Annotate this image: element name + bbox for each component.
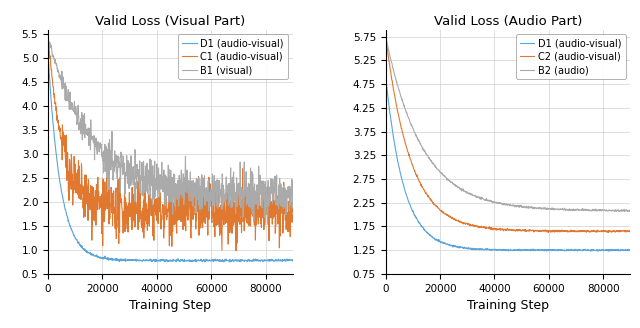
C1 (audio-visual) xyxy=(255,189,263,193)
Legend: D1 (audio-visual), C1 (audio-visual), B1 (visual): D1 (audio-visual), C1 (audio-visual), B1… xyxy=(178,34,288,79)
C1 (audio-visual) xyxy=(148,220,156,224)
C2 (audio-visual) xyxy=(627,230,634,234)
B2 (audio) xyxy=(382,35,390,39)
Line: B2 (audio): B2 (audio) xyxy=(386,37,630,212)
B1 (visual) xyxy=(44,31,52,35)
X-axis label: Training Step: Training Step xyxy=(129,299,211,312)
C2 (audio-visual) xyxy=(556,230,564,234)
C2 (audio-visual) xyxy=(382,35,390,39)
C2 (audio-visual) xyxy=(593,230,601,234)
B2 (audio) xyxy=(627,209,634,213)
C2 (audio-visual) xyxy=(408,163,416,167)
D1 (audio-visual) xyxy=(486,248,494,252)
D1 (audio-visual) xyxy=(218,259,226,263)
B1 (visual) xyxy=(289,178,296,182)
D1 (audio-visual) xyxy=(556,248,564,252)
B1 (visual) xyxy=(148,203,156,207)
D1 (audio-visual) xyxy=(44,51,52,55)
B2 (audio) xyxy=(593,209,601,213)
C1 (audio-visual) xyxy=(232,249,240,253)
B2 (audio) xyxy=(445,179,453,183)
B2 (audio) xyxy=(486,199,494,203)
B2 (audio) xyxy=(621,210,628,214)
C1 (audio-visual) xyxy=(71,187,79,191)
Title: Valid Loss (Audio Part): Valid Loss (Audio Part) xyxy=(434,15,582,28)
C1 (audio-visual) xyxy=(218,210,226,214)
X-axis label: Training Step: Training Step xyxy=(467,299,549,312)
D1 (audio-visual) xyxy=(593,249,601,253)
D1 (audio-visual) xyxy=(228,258,236,262)
Title: Valid Loss (Visual Part): Valid Loss (Visual Part) xyxy=(95,15,246,28)
Line: B1 (visual): B1 (visual) xyxy=(48,33,292,221)
D1 (audio-visual) xyxy=(71,235,79,238)
B1 (visual) xyxy=(255,181,263,185)
D1 (audio-visual) xyxy=(587,249,595,253)
B1 (visual) xyxy=(250,219,258,223)
Line: D1 (audio-visual): D1 (audio-visual) xyxy=(48,53,292,262)
B1 (visual) xyxy=(228,175,236,179)
C2 (audio-visual) xyxy=(566,230,574,234)
B1 (visual) xyxy=(218,172,226,176)
C1 (audio-visual) xyxy=(44,34,52,38)
D1 (audio-visual) xyxy=(255,259,263,263)
D1 (audio-visual) xyxy=(566,249,574,253)
D1 (audio-visual) xyxy=(148,259,156,263)
Line: C2 (audio-visual): C2 (audio-visual) xyxy=(386,37,630,232)
B2 (audio) xyxy=(408,125,416,129)
D1 (audio-visual) xyxy=(627,248,634,252)
D1 (audio-visual) xyxy=(408,209,416,213)
Legend: D1 (audio-visual), C2 (audio-visual), B2 (audio): D1 (audio-visual), C2 (audio-visual), B2… xyxy=(516,34,625,79)
D1 (audio-visual) xyxy=(108,256,116,260)
C2 (audio-visual) xyxy=(603,230,611,234)
D1 (audio-visual) xyxy=(445,243,453,247)
D1 (audio-visual) xyxy=(382,75,390,79)
D1 (audio-visual) xyxy=(220,260,228,264)
B1 (visual) xyxy=(108,147,116,151)
C1 (audio-visual) xyxy=(108,210,116,214)
B1 (visual) xyxy=(71,106,79,110)
B2 (audio) xyxy=(566,209,574,213)
Line: C1 (audio-visual): C1 (audio-visual) xyxy=(48,36,292,251)
D1 (audio-visual) xyxy=(289,259,296,263)
C1 (audio-visual) xyxy=(228,194,236,198)
C1 (audio-visual) xyxy=(289,209,296,213)
C2 (audio-visual) xyxy=(445,215,453,219)
Line: D1 (audio-visual): D1 (audio-visual) xyxy=(386,77,630,251)
C2 (audio-visual) xyxy=(486,226,494,230)
B2 (audio) xyxy=(556,208,564,212)
